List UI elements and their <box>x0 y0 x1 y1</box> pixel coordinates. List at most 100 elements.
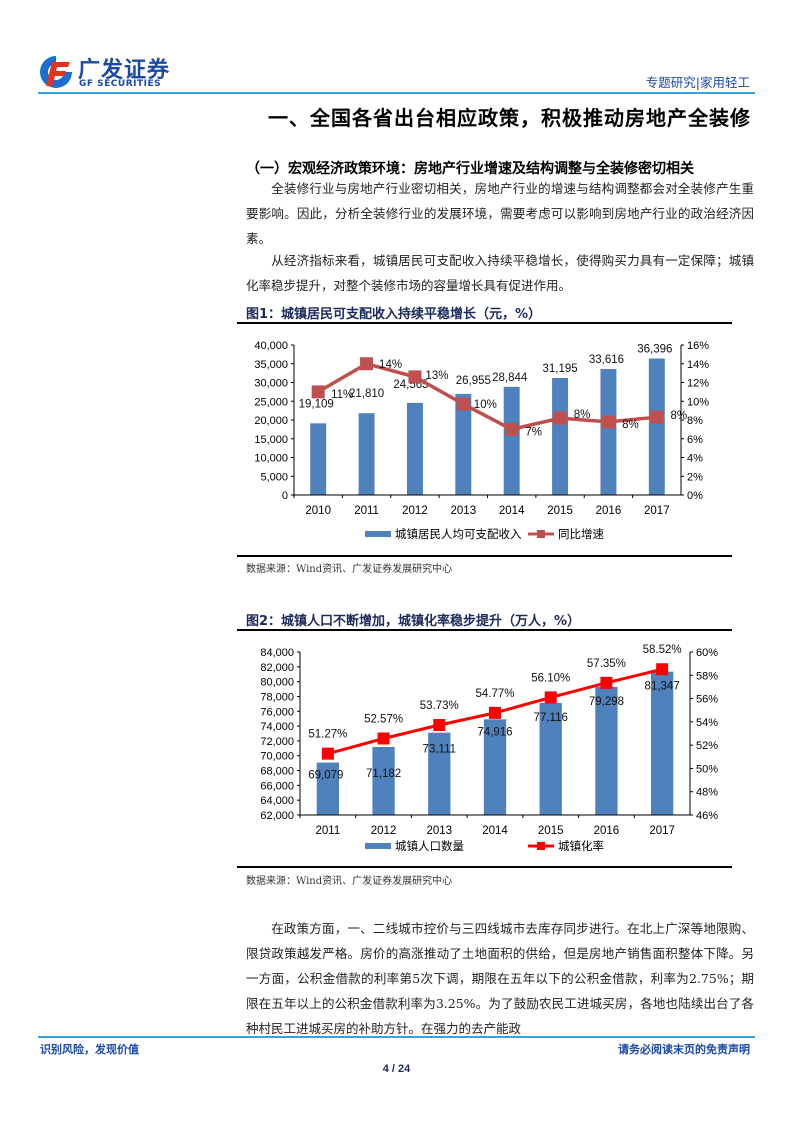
growth-line: 11% 14% 13% 10% 7% 8% 8% 8% <box>311 357 688 438</box>
right-axis: 0% 2% 4% 6% 8% 10% 12% 14% 16% <box>680 340 709 502</box>
svg-text:2016: 2016 <box>594 825 620 837</box>
svg-text:2%: 2% <box>687 471 703 483</box>
svg-text:74,916: 74,916 <box>477 726 512 738</box>
chart-urbanization: 62,000 64,000 66,000 68,000 70,000 72,000 74,0… <box>260 644 718 853</box>
svg-text:16%: 16% <box>687 340 709 352</box>
paragraph-3: 在政策方面，一、二线城市控价与三四线城市去库存同步进行。在北上广深等地限购、限贷… <box>246 921 754 1036</box>
paragraph-2: 从经济指标来看，城镇居民可支配收入持续平稳增长，使得购买力具有一定保障；城镇化率… <box>246 253 754 293</box>
svg-text:2012: 2012 <box>402 505 428 517</box>
left-axis: 0 5,000 10,000 15,000 20,000 25,000 30,000 35,0… <box>254 340 295 502</box>
svg-text:77,116: 77,116 <box>534 712 568 724</box>
figure-1-bottom-rule <box>237 555 732 557</box>
population-bars: 69,079 71,182 73,111 74,916 77,116 79,298 81,3… <box>308 671 680 815</box>
svg-text:7%: 7% <box>525 426 542 438</box>
report-category: 专题研究|家用轻工 <box>645 75 750 90</box>
svg-text:14%: 14% <box>379 359 402 371</box>
figure-1-rule <box>237 322 732 324</box>
header-divider <box>38 92 755 94</box>
svg-text:84,000: 84,000 <box>260 647 294 659</box>
urbanization-line: 51.27% 52.57% 53.73% 54.77% 56.10% 57.35% 58.5… <box>308 644 682 760</box>
svg-text:73,111: 73,111 <box>423 744 456 756</box>
svg-text:48%: 48% <box>696 787 718 799</box>
chart-legend: 城镇居民人均可支配收入 同比增速 <box>365 527 604 541</box>
footer-disclaimer-link[interactable]: 请务必阅读末页的免责声明 <box>618 1043 750 1056</box>
svg-text:74,000: 74,000 <box>260 721 294 733</box>
svg-text:2014: 2014 <box>482 825 508 837</box>
svg-text:66,000: 66,000 <box>260 780 294 792</box>
svg-text:35,000: 35,000 <box>254 359 288 371</box>
svg-text:80,000: 80,000 <box>260 677 294 689</box>
svg-text:14%: 14% <box>687 359 709 371</box>
paragraph-1: 全装修行业与房地产行业密切相关，房地产行业的增速与结构调整都会对全装修产生重要影… <box>246 181 754 246</box>
svg-text:2017: 2017 <box>644 505 670 517</box>
svg-text:28,844: 28,844 <box>492 372 528 384</box>
svg-text:82,000: 82,000 <box>260 662 294 674</box>
svg-text:8%: 8% <box>671 410 688 422</box>
footer-slogan: 识别风险，发现价值 <box>40 1043 139 1056</box>
svg-text:2012: 2012 <box>371 825 397 837</box>
svg-text:69,079: 69,079 <box>308 770 343 782</box>
figure-2-source: 数据来源：Wind资讯、广发证券发展研究中心 <box>246 876 453 887</box>
svg-text:70,000: 70,000 <box>260 751 294 763</box>
svg-text:19,109: 19,109 <box>299 398 334 410</box>
section-title: 一、全国各省出台相应政策，积极推动房地产全装修 <box>268 106 751 130</box>
svg-text:城镇居民人均可支配收入: 城镇居民人均可支配收入 <box>395 527 522 541</box>
svg-text:2014: 2014 <box>499 505 525 517</box>
gf-logo-icon <box>40 56 72 88</box>
svg-text:10%: 10% <box>687 396 709 408</box>
svg-text:12%: 12% <box>687 378 709 390</box>
svg-text:15,000: 15,000 <box>254 434 288 446</box>
chart-legend: 城镇人口数量 城镇化率 <box>365 839 604 853</box>
svg-text:30,000: 30,000 <box>254 378 288 390</box>
svg-text:0: 0 <box>282 490 288 502</box>
svg-text:同比增速: 同比增速 <box>558 527 604 541</box>
svg-text:2015: 2015 <box>547 505 573 517</box>
svg-text:城镇化率: 城镇化率 <box>558 839 604 853</box>
svg-text:60%: 60% <box>696 647 718 659</box>
svg-text:76,000: 76,000 <box>260 706 294 718</box>
figure-2-rule <box>237 629 732 631</box>
svg-text:33,616: 33,616 <box>589 354 624 366</box>
page-number: 4 / 24 <box>382 1063 411 1075</box>
svg-text:11%: 11% <box>331 389 353 401</box>
x-axis: 2011 2012 2013 2014 2015 2016 2017 <box>299 814 690 837</box>
svg-text:2011: 2011 <box>315 825 340 837</box>
left-axis: 62,000 64,000 66,000 68,000 70,000 72,000 74,0… <box>260 647 301 822</box>
svg-text:56%: 56% <box>696 694 718 706</box>
svg-text:2010: 2010 <box>305 505 331 517</box>
figure-1-title: 图1：城镇居民可支配收入持续平稳增长（元，%） <box>246 307 542 322</box>
right-axis: 46% 48% 50% 52% 54% 56% 58% 60% <box>689 647 718 822</box>
svg-text:10%: 10% <box>474 399 497 411</box>
svg-text:51.27%: 51.27% <box>308 729 347 741</box>
svg-text:10,000: 10,000 <box>254 453 288 465</box>
svg-text:城镇人口数量: 城镇人口数量 <box>395 839 464 853</box>
svg-text:53.73%: 53.73% <box>420 700 459 712</box>
svg-text:0%: 0% <box>687 490 703 502</box>
svg-text:2016: 2016 <box>596 505 622 517</box>
svg-text:68,000: 68,000 <box>260 766 294 778</box>
svg-text:81,347: 81,347 <box>645 681 680 693</box>
svg-text:20,000: 20,000 <box>254 415 288 427</box>
svg-text:62,000: 62,000 <box>260 810 294 822</box>
svg-text:64,000: 64,000 <box>260 795 294 807</box>
svg-text:54%: 54% <box>696 717 718 729</box>
svg-text:52%: 52% <box>696 740 718 752</box>
svg-text:8%: 8% <box>574 409 591 421</box>
chart-income: 0 5,000 10,000 15,000 20,000 25,000 30,000 35,0… <box>254 340 709 541</box>
svg-text:52.57%: 52.57% <box>364 714 403 726</box>
svg-text:71,182: 71,182 <box>366 768 401 780</box>
figure-2-title: 图2：城镇人口不断增加，城镇化率稳步提升（万人，%） <box>246 614 581 629</box>
logo-english-name: GF SECURITIES <box>79 79 162 89</box>
svg-text:13%: 13% <box>425 370 448 382</box>
svg-text:58%: 58% <box>696 670 718 682</box>
svg-text:46%: 46% <box>696 810 718 822</box>
svg-text:2015: 2015 <box>538 825 564 837</box>
svg-text:2017: 2017 <box>649 825 675 837</box>
svg-text:25,000: 25,000 <box>254 396 288 408</box>
svg-text:2013: 2013 <box>451 505 477 517</box>
x-axis: 2010 2011 2012 2013 2014 2015 2016 2017 <box>293 494 681 517</box>
footer-divider <box>38 1036 755 1038</box>
figure-2-bottom-rule <box>237 866 732 868</box>
svg-text:58.52%: 58.52% <box>643 644 682 656</box>
svg-text:36,396: 36,396 <box>637 344 672 356</box>
